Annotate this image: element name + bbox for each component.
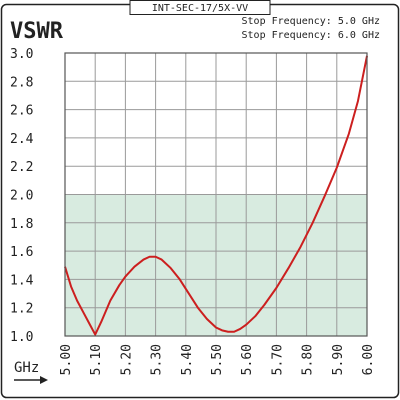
y-tick-label: 2.4 — [10, 132, 34, 147]
x-tick-label: 5.40 — [180, 344, 195, 375]
y-axis-ticks: 3.0 2.8 2.6 2.4 2.2 2.0 1.8 1.6 1.4 1.2 1.0 — [10, 47, 34, 345]
vswr-curve — [64, 55, 368, 336]
x-axis-unit-label: GHz — [14, 360, 39, 376]
plot-area-border — [64, 52, 368, 337]
x-tick-label: 5.80 — [301, 344, 316, 375]
model-label: INT-SEC-17/5X-VV — [152, 3, 248, 14]
y-tick-label: 1.8 — [10, 217, 33, 232]
x-tick-label: 5.50 — [210, 344, 225, 375]
chart-title: VSWR — [10, 19, 64, 44]
y-tick-label: 1.0 — [10, 330, 33, 345]
x-tick-label: 6.00 — [361, 344, 376, 375]
stop-frequency-line-2: Stop Frequency: 6.0 GHz — [242, 30, 380, 41]
x-tick-label: 5.00 — [59, 344, 74, 375]
x-tick-label: 5.90 — [331, 344, 346, 375]
stop-frequency-line-1: Stop Frequency: 5.0 GHz — [242, 16, 380, 27]
y-tick-label: 1.2 — [10, 302, 33, 317]
plot-border — [64, 52, 368, 337]
x-axis-ticks: 5.00 5.10 5.20 5.30 5.40 5.50 5.60 5.70 5.80 5.90… — [59, 344, 376, 375]
x-tick-label: 5.60 — [240, 344, 255, 375]
y-tick-label: 1.4 — [10, 273, 34, 288]
model-label-box — [129, 0, 271, 15]
y-tick-label: 2.6 — [10, 104, 33, 119]
x-tick-label: 5.10 — [89, 344, 104, 375]
vswr-curve-group — [64, 55, 368, 336]
y-tick-label: 3.0 — [10, 47, 33, 62]
y-tick-label: 2.2 — [10, 160, 33, 175]
arrow-right-icon — [14, 376, 48, 384]
x-tick-label: 5.20 — [119, 344, 134, 375]
y-tick-label: 1.6 — [10, 245, 33, 260]
y-tick-label: 2.0 — [10, 189, 33, 204]
y-tick-label: 2.8 — [10, 75, 33, 90]
x-tick-label: 5.30 — [150, 344, 165, 375]
x-tick-label: 5.70 — [270, 344, 285, 375]
